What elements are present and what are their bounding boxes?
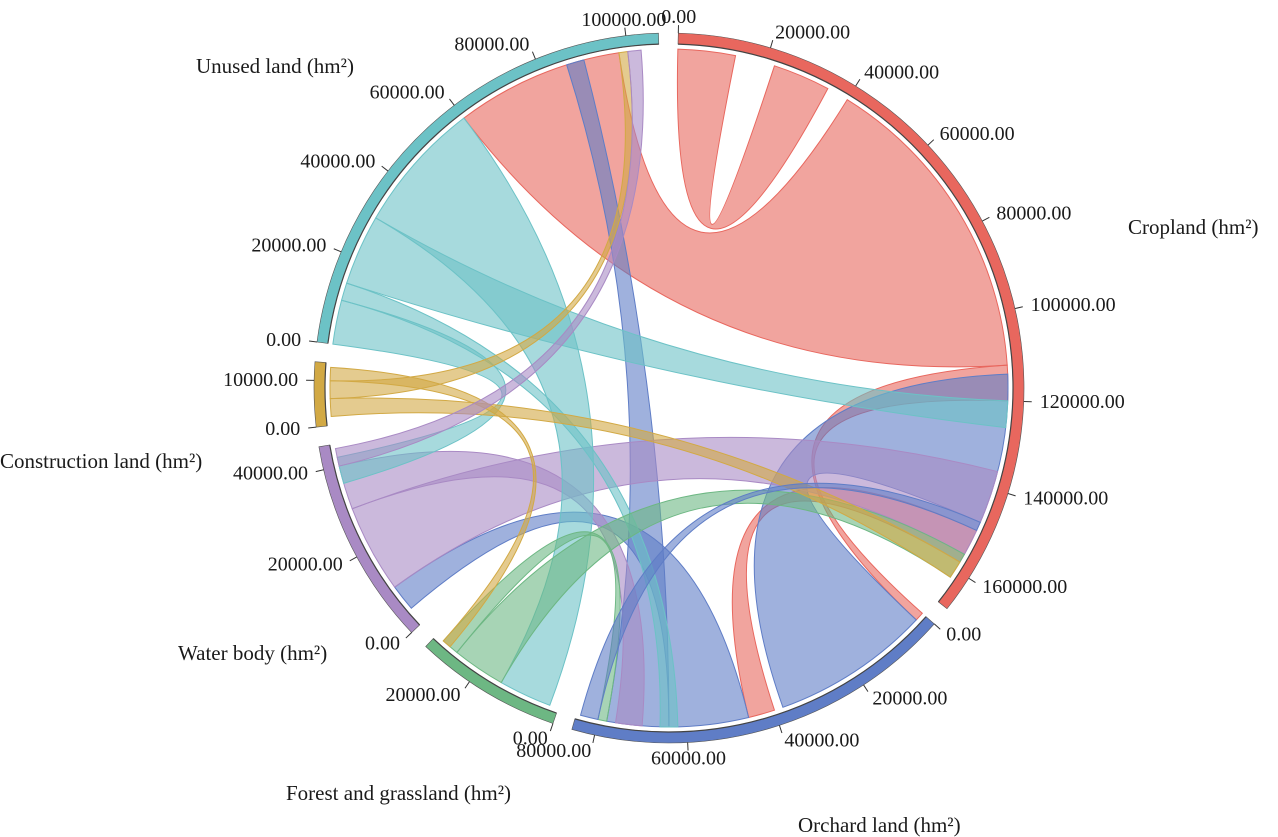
tick-mark	[933, 623, 941, 630]
tick-label: 60000.00	[651, 747, 726, 769]
tick-label: 0.00	[946, 624, 981, 646]
chord-ribbon	[329, 50, 633, 400]
tick-mark	[1007, 493, 1016, 497]
tick-label: 60000.00	[370, 82, 445, 104]
tick-label: 0.00	[513, 728, 548, 750]
tick-mark	[549, 723, 554, 732]
tick-mark	[592, 735, 596, 744]
chord-ribbon	[329, 366, 537, 648]
chord-ribbon	[375, 117, 595, 706]
tick-mark	[770, 40, 774, 48]
tick-label: 20000.00	[386, 684, 461, 706]
tick-label: 20000.00	[268, 554, 343, 576]
tick-mark	[349, 556, 358, 562]
tick-layer: 0.00 20000.00 40000.00 60000.00 80000.00 1000…	[223, 6, 1125, 769]
sector-rim	[677, 43, 1014, 603]
chord-ribbon	[579, 482, 981, 721]
chord-ribbon	[442, 531, 621, 722]
tick-mark	[381, 165, 389, 172]
tick-mark	[308, 426, 317, 429]
sector-rim	[324, 362, 328, 427]
tick-mark	[968, 577, 976, 583]
tick-label: 60000.00	[940, 123, 1015, 145]
chord-ribbon	[329, 397, 961, 578]
tick-label: 40000.00	[864, 61, 939, 83]
chord-ribbon	[676, 48, 829, 230]
tick-mark	[855, 78, 861, 87]
ribbon-layer	[329, 48, 1009, 728]
tick-mark	[405, 632, 413, 639]
tick-mark	[927, 139, 935, 146]
sector-label: Orchard land (hm²)	[798, 813, 961, 837]
tick-label: 80000.00	[454, 33, 529, 55]
sector-rim	[574, 616, 927, 733]
tick-label: 160000.00	[982, 576, 1067, 598]
tick-label: 100000.00	[1031, 294, 1116, 316]
sector-rim	[432, 638, 557, 714]
tick-label: 0.00	[661, 6, 696, 28]
tick-mark	[531, 51, 536, 60]
tick-label: 100000.00	[581, 9, 666, 31]
tick-label: 0.00	[365, 633, 400, 655]
sector-rim	[327, 43, 659, 344]
sector-label: Unused land (hm²)	[196, 54, 354, 78]
tick-label: 40000.00	[300, 150, 375, 172]
sector-label: Construction land (hm²)	[0, 449, 202, 473]
tick-label: 20000.00	[251, 235, 326, 257]
tick-label: 120000.00	[1040, 391, 1125, 413]
tick-label: 20000.00	[775, 21, 850, 43]
sector-arc-layer	[313, 32, 1025, 744]
sector-rim	[329, 444, 421, 626]
tick-mark	[624, 27, 627, 36]
tick-label: 10000.00	[223, 369, 298, 391]
tick-label: 140000.00	[1023, 487, 1108, 509]
tick-label: 20000.00	[872, 687, 947, 709]
chord-ribbon	[456, 489, 966, 684]
tick-mark	[1014, 306, 1023, 310]
tick-label: 40000.00	[233, 462, 308, 484]
tick-mark	[315, 469, 324, 473]
tick-label: 80000.00	[996, 203, 1071, 225]
tick-label: 0.00	[266, 329, 301, 351]
tick-mark	[863, 684, 869, 692]
chord-ribbon	[340, 282, 679, 728]
tick-mark	[333, 248, 342, 253]
tick-mark	[464, 681, 470, 689]
tick-mark	[449, 98, 455, 106]
tick-label: 40000.00	[784, 730, 859, 752]
tick-mark	[778, 725, 783, 734]
sector-label: Forest and grassland (hm²)	[286, 781, 511, 805]
tick-mark	[308, 340, 318, 343]
chord-ribbon	[334, 49, 644, 467]
sector-label: Water body (hm²)	[178, 641, 327, 665]
tick-mark	[982, 216, 990, 222]
sector-label-layer: Cropland (hm²) Orchard land (hm²) Forest a…	[0, 54, 1259, 837]
tick-label: 80000.00	[516, 740, 591, 762]
tick-label: 0.00	[265, 418, 300, 440]
sector-label: Cropland (hm²)	[1128, 215, 1259, 239]
